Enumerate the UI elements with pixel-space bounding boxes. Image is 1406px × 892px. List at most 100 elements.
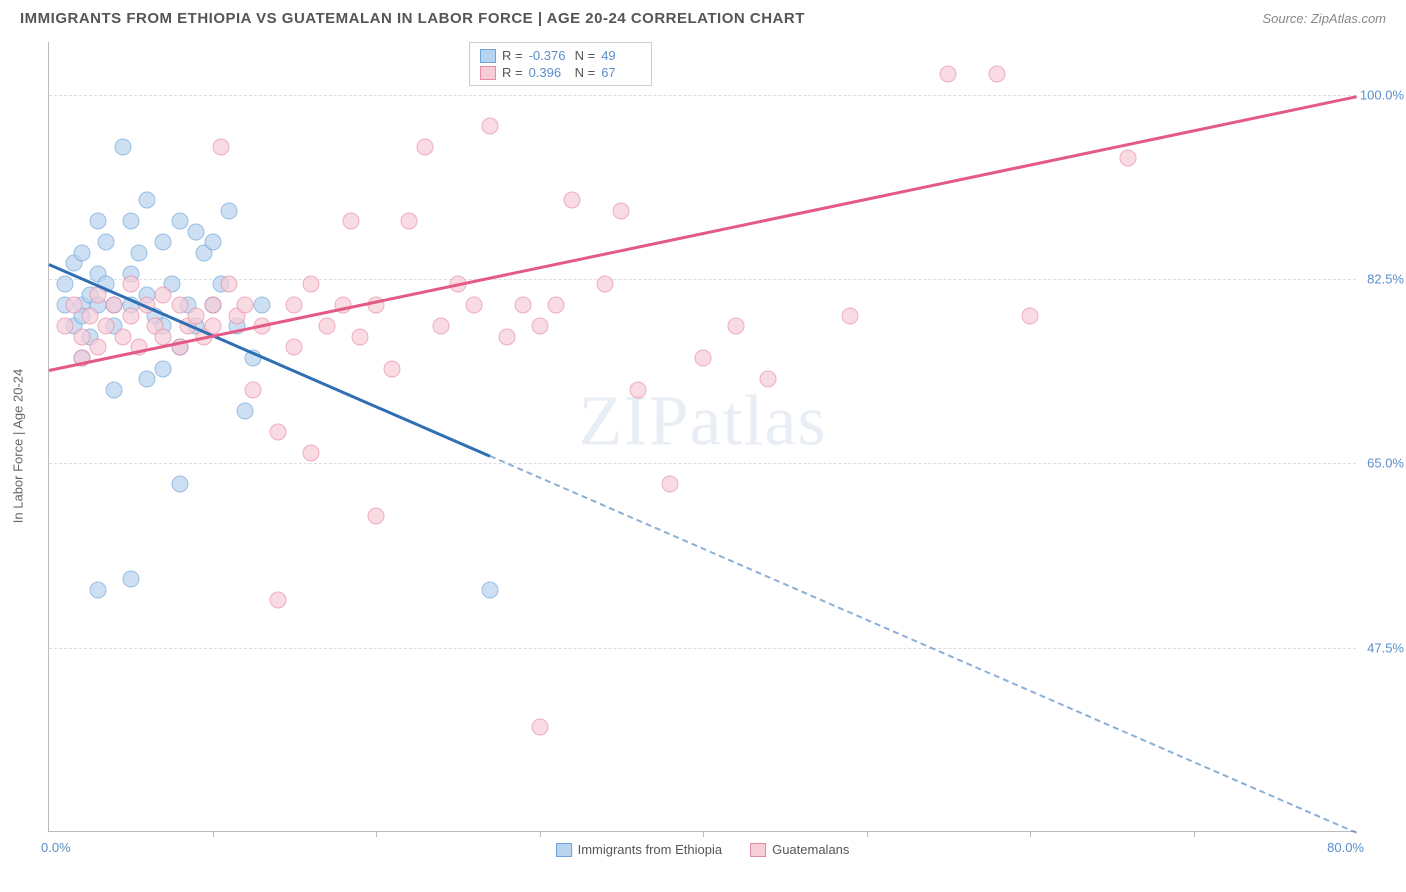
data-point <box>90 339 107 356</box>
data-point <box>220 276 237 293</box>
data-point <box>188 307 205 324</box>
data-point <box>122 213 139 230</box>
data-point <box>204 234 221 251</box>
gridline <box>49 95 1356 96</box>
data-point <box>760 371 777 388</box>
data-point <box>98 318 115 335</box>
data-point <box>498 328 515 345</box>
data-point <box>155 234 172 251</box>
data-point <box>547 297 564 314</box>
x-tick <box>1030 831 1031 837</box>
chart-source: Source: ZipAtlas.com <box>1262 11 1386 26</box>
x-tick <box>213 831 214 837</box>
data-point <box>253 297 270 314</box>
data-point <box>122 571 139 588</box>
gridline <box>49 463 1356 464</box>
data-point <box>695 350 712 367</box>
stats-row: R = -0.376 N = 49 <box>480 47 641 64</box>
y-tick-label: 65.0% <box>1344 456 1404 471</box>
data-point <box>482 581 499 598</box>
data-point <box>368 508 385 525</box>
data-point <box>98 234 115 251</box>
data-point <box>155 360 172 377</box>
correlation-stats-box: R = -0.376 N = 49 R = 0.396 N = 67 <box>469 42 652 86</box>
data-point <box>81 307 98 324</box>
data-point <box>302 444 319 461</box>
data-point <box>171 213 188 230</box>
data-point <box>1022 307 1039 324</box>
data-point <box>204 297 221 314</box>
r-value: 0.396 <box>529 65 569 80</box>
data-point <box>220 202 237 219</box>
x-min-label: 0.0% <box>41 840 71 855</box>
data-point <box>727 318 744 335</box>
data-point <box>212 139 229 156</box>
data-point <box>318 318 335 335</box>
data-point <box>245 381 262 398</box>
data-point <box>384 360 401 377</box>
data-point <box>65 297 82 314</box>
data-point <box>302 276 319 293</box>
data-point <box>237 297 254 314</box>
x-max-label: 80.0% <box>1327 840 1364 855</box>
data-point <box>122 276 139 293</box>
legend-item: Immigrants from Ethiopia <box>556 842 723 857</box>
data-point <box>73 244 90 261</box>
data-point <box>343 213 360 230</box>
data-point <box>940 65 957 82</box>
data-point <box>57 276 74 293</box>
data-point <box>171 476 188 493</box>
legend-label: Guatemalans <box>772 842 849 857</box>
swatch-ethiopia <box>480 49 496 63</box>
y-axis-label: In Labor Force | Age 20-24 <box>11 369 26 523</box>
legend-label: Immigrants from Ethiopia <box>578 842 723 857</box>
r-value: -0.376 <box>529 48 569 63</box>
data-point <box>286 339 303 356</box>
data-point <box>114 328 131 345</box>
data-point <box>417 139 434 156</box>
gridline <box>49 648 1356 649</box>
data-point <box>90 213 107 230</box>
y-tick-label: 82.5% <box>1344 272 1404 287</box>
data-point <box>400 213 417 230</box>
data-point <box>139 371 156 388</box>
legend-item: Guatemalans <box>750 842 849 857</box>
stats-row: R = 0.396 N = 67 <box>480 64 641 81</box>
watermark: ZIPatlas <box>579 379 827 462</box>
data-point <box>90 581 107 598</box>
x-tick <box>867 831 868 837</box>
data-point <box>531 718 548 735</box>
x-tick <box>703 831 704 837</box>
data-point <box>106 297 123 314</box>
data-point <box>515 297 532 314</box>
data-point <box>171 297 188 314</box>
data-point <box>531 318 548 335</box>
chart-header: IMMIGRANTS FROM ETHIOPIA VS GUATEMALAN I… <box>0 0 1406 35</box>
data-point <box>130 244 147 261</box>
data-point <box>269 423 286 440</box>
data-point <box>188 223 205 240</box>
swatch-ethiopia <box>556 843 572 857</box>
gridline <box>49 279 1356 280</box>
data-point <box>351 328 368 345</box>
swatch-guatemalans <box>480 66 496 80</box>
data-point <box>269 592 286 609</box>
data-point <box>613 202 630 219</box>
data-point <box>155 286 172 303</box>
scatter-plot-area: ZIPatlas R = -0.376 N = 49 R = 0.396 N =… <box>48 42 1356 832</box>
data-point <box>433 318 450 335</box>
x-tick <box>540 831 541 837</box>
n-value: 67 <box>601 65 641 80</box>
data-point <box>57 318 74 335</box>
data-point <box>114 139 131 156</box>
data-point <box>989 65 1006 82</box>
x-tick <box>1194 831 1195 837</box>
y-tick-label: 100.0% <box>1344 87 1404 102</box>
x-tick <box>376 831 377 837</box>
n-value: 49 <box>601 48 641 63</box>
trend-line <box>49 95 1358 371</box>
trend-line <box>490 455 1357 834</box>
data-point <box>106 381 123 398</box>
y-tick-label: 47.5% <box>1344 640 1404 655</box>
data-point <box>1120 149 1137 166</box>
